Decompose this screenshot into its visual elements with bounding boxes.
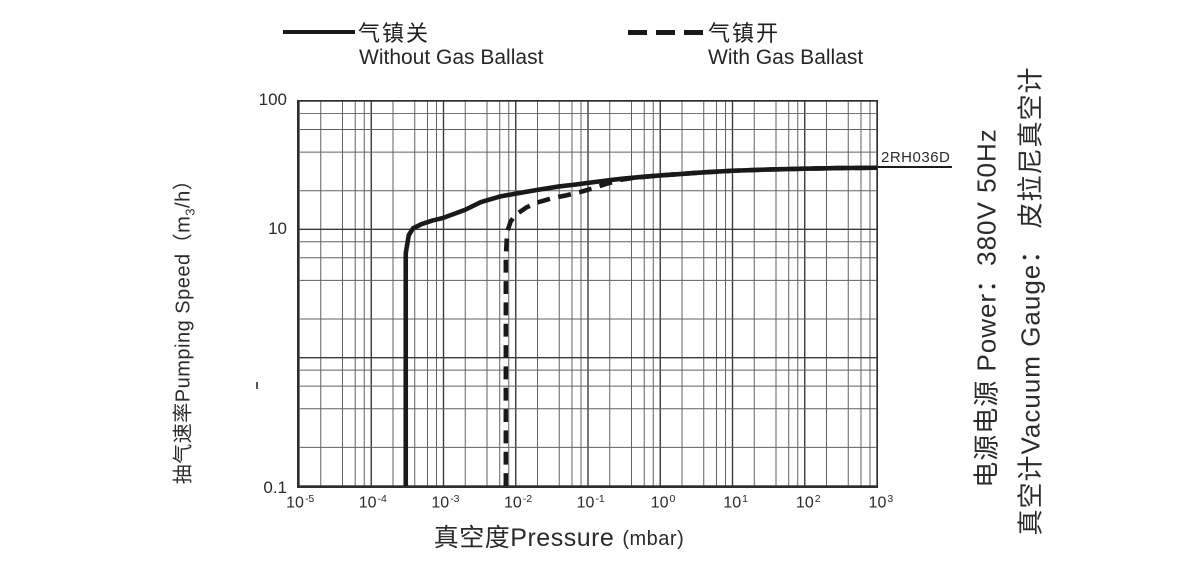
dashed-line-sample-icon — [628, 29, 703, 35]
y-tick-label: 0.1 — [263, 478, 287, 497]
x-tick-label: 10-1 — [576, 493, 605, 512]
y-tick-label: 100 — [258, 90, 287, 109]
y-axis-title-en: Pumping Speed — [172, 253, 195, 403]
y-axis-unit-open: （m — [172, 215, 195, 254]
curve-dashed — [503, 165, 877, 486]
legend-row: 气镇开 — [628, 18, 863, 46]
x-axis-unit: (mbar) — [622, 528, 685, 550]
x-tick-label: 103 — [868, 493, 894, 512]
solid-line-sample-icon — [283, 30, 355, 34]
vacuum-gauge-note: 真空计Vacuum Gauge： 皮拉尼真空计 — [1015, 66, 1046, 536]
y-axis-tick-labels: 100 10 0.1 — [226, 90, 292, 497]
legend-item-with-gas-ballast: 气镇开 With Gas Ballast — [628, 18, 863, 70]
curve-solid — [403, 165, 877, 486]
model-label: 2RH036D — [881, 149, 951, 166]
y-axis-unit-sub: 3 — [182, 207, 198, 216]
x-axis-tick-labels: 10-5 10-4 10-3 10-2 10-1 100 101 102 103 — [286, 492, 893, 518]
x-tick-label: 102 — [795, 493, 821, 512]
legend-row: 气镇关 — [283, 18, 543, 46]
x-tick-label: 10-3 — [431, 493, 460, 512]
x-tick-label: 10-4 — [358, 493, 387, 512]
x-tick-label: 10-5 — [286, 493, 315, 512]
legend-item-without-gas-ballast: 气镇关 Without Gas Ballast — [283, 18, 543, 70]
x-tick-label: 100 — [650, 493, 676, 512]
x-tick-label: 10-2 — [504, 493, 533, 512]
legend-label-en: With Gas Ballast — [708, 46, 864, 69]
y-axis-unit-close: /h） — [172, 169, 195, 208]
y-tick-label: 10 — [268, 219, 287, 239]
y-axis-title: 抽气速率Pumping Speed（m3/h） — [167, 170, 198, 484]
x-axis-title-en: Pressure — [510, 524, 615, 552]
legend-label-zh: 气镇关 — [358, 21, 431, 46]
y-axis-title-zh: 抽气速率 — [172, 402, 195, 485]
x-axis-title: 真空度Pressure (mbar) — [434, 518, 684, 554]
power-spec-note: 电源电源 Power：380V 50Hz — [971, 128, 1002, 488]
legend-label-en: Without Gas Ballast — [359, 46, 544, 69]
chart-canvas — [299, 101, 877, 486]
plot-area — [297, 100, 878, 488]
x-axis-title-zh: 真空度 — [433, 524, 511, 552]
legend-label-zh: 气镇开 — [708, 21, 781, 46]
model-label-underline — [878, 166, 952, 168]
stray-mark — [256, 382, 258, 389]
x-tick-label: 101 — [723, 493, 748, 512]
